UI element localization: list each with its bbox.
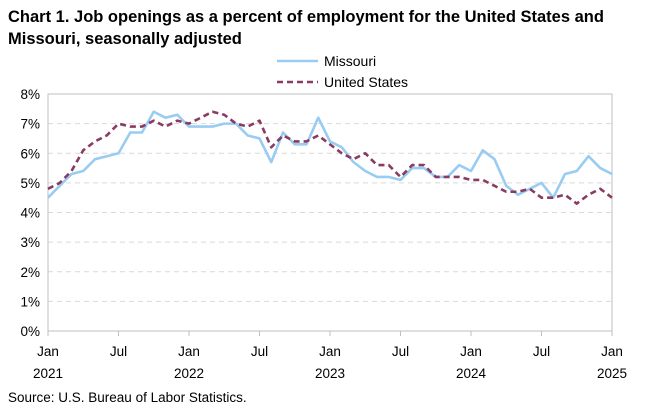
- x-tick-label-month: Jan: [319, 344, 341, 359]
- x-tick-label-month: Jan: [601, 344, 623, 359]
- y-tick-label: 8%: [20, 87, 40, 102]
- y-axis-ticks: 0% 1% 2% 3% 4% 5% 6% 7% 8%: [20, 87, 40, 339]
- x-tick-label-month: Jan: [460, 344, 482, 359]
- x-tick-label-month: Jul: [392, 344, 409, 359]
- y-tick-label: 7%: [20, 117, 40, 132]
- x-tick-label-month: Jan: [178, 344, 200, 359]
- x-tick-label-year: 2021: [33, 366, 63, 381]
- y-tick-label: 5%: [20, 176, 40, 191]
- x-tick-label-year: 2022: [174, 366, 204, 381]
- x-tick-label-year: 2025: [597, 366, 627, 381]
- legend: Missouri United States: [277, 53, 408, 90]
- y-tick-label: 1%: [20, 294, 40, 309]
- y-tick-label: 6%: [20, 146, 40, 161]
- source-note: Source: U.S. Bureau of Labor Statistics.: [8, 390, 247, 405]
- x-tick-label-year: 2024: [456, 366, 487, 381]
- series-line-united-states: [47, 110, 613, 205]
- y-tick-label: 4%: [20, 206, 40, 221]
- y-tick-label: 2%: [20, 265, 40, 280]
- x-tick-label-year: 2023: [315, 366, 345, 381]
- series-line-missouri: [47, 110, 613, 199]
- plot-frame: [47, 93, 613, 332]
- x-tick-label-month: Jul: [110, 344, 127, 359]
- y-tick-label: 3%: [20, 235, 40, 250]
- x-axis-ticks: Jan 2021 Jul Jan 2022 Jul Jan 2023 Jul Jan 2024 Jul…: [33, 331, 627, 381]
- x-tick-label-month: Jul: [533, 344, 550, 359]
- legend-label: United States: [324, 74, 408, 90]
- x-tick-label-month: Jan: [37, 344, 59, 359]
- series-lines: [47, 110, 613, 205]
- y-tick-label: 0%: [20, 324, 40, 339]
- x-tick-label-month: Jul: [251, 344, 268, 359]
- legend-label: Missouri: [324, 53, 376, 69]
- gridlines: [48, 123, 612, 302]
- chart-title: Chart 1. Job openings as a percent of em…: [8, 8, 604, 48]
